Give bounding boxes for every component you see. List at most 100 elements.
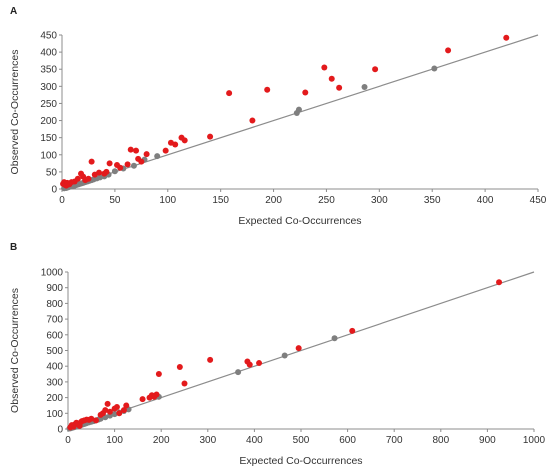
data-point [496,279,503,286]
data-point [503,34,510,41]
data-point [104,400,111,407]
y-tick-label: 400 [46,362,63,373]
data-point [372,66,379,73]
x-tick-label: 0 [65,435,71,446]
y-tick-label: 600 [46,330,63,341]
y-tick-label: 300 [46,377,63,388]
y-tick-label: 0 [51,185,57,196]
data-point [111,411,118,418]
panel-label: B [10,242,17,253]
reference-line [67,271,535,430]
x-tick-label: 400 [246,435,263,446]
data-point [123,402,130,409]
data-point [281,352,288,359]
data-point [331,335,338,342]
y-tick-label: 800 [46,299,63,310]
data-point [226,90,233,97]
y-tick-label: 700 [46,315,63,326]
data-point [96,169,103,176]
y-tick-label: 200 [46,393,63,404]
data-point [74,175,81,182]
chart-panel-b: B 0 100 200 300 400 500 600 700 800 900 1000 0 100 200… [9,242,546,467]
y-tick-label: 900 [46,283,63,294]
data-point [139,396,146,403]
y-axis-title: Observed Co-Occurrences [9,50,21,175]
data-point [153,391,160,398]
data-point [181,380,188,387]
y-tick-label: 0 [57,425,63,436]
y-tick-label: 1000 [41,268,64,279]
x-tick-label: 500 [293,435,310,446]
data-point [349,327,356,334]
data-point [302,89,309,96]
y-tick-label: 250 [40,99,57,110]
y-tick-label: 150 [40,133,57,144]
data-point [113,404,120,411]
data-point [106,160,113,167]
data-point [321,64,328,71]
x-tick-label: 0 [59,195,65,206]
data-point [246,361,253,368]
x-tick-label: 350 [424,195,441,206]
data-point [336,84,343,91]
data-point [172,141,179,148]
x-tick-label: 400 [477,195,494,206]
data-point [88,158,95,165]
y-axis-title: Observed Co-Occurrences [9,288,21,413]
x-tick-label: 200 [153,435,170,446]
data-point [361,84,368,91]
x-tick-label: 50 [109,195,121,206]
y-tick-label: 100 [46,409,63,420]
y-tick-label: 300 [40,82,57,93]
data-point [85,175,92,182]
data-point [138,158,145,165]
chart-panel-a: A 0 50 100 150 200 250 300 350 400 450 0 50 100 150 200… [9,6,547,227]
x-tick-label: 100 [159,195,176,206]
y-tick-label: 450 [40,31,57,42]
y-tick-label: 50 [46,167,58,178]
data-point [155,371,162,378]
data-point [111,168,118,175]
data-point [328,75,335,82]
data-point [207,133,214,140]
data-point [431,65,438,72]
data-point [106,408,113,415]
data-point [295,345,302,352]
x-tick-label: 700 [386,435,403,446]
data-point [124,161,131,168]
data-point [264,86,271,93]
data-point [162,147,169,154]
x-axis-title: Expected Co-Occurrences [239,455,362,467]
data-point [92,417,99,424]
data-point [249,117,256,124]
data-point [445,47,452,54]
data-point [133,147,140,154]
y-tick-label: 200 [40,116,57,127]
data-point [235,369,242,376]
x-tick-label: 1000 [523,435,546,446]
data-point [256,360,263,367]
x-tick-label: 800 [432,435,449,446]
data-point [120,407,127,414]
data-point [154,153,161,160]
data-point [117,164,124,171]
x-tick-label: 300 [371,195,388,206]
data-point [103,168,110,175]
data-point [207,356,214,363]
y-tick-label: 400 [40,48,57,59]
x-tick-label: 450 [530,195,547,206]
x-tick-label: 300 [199,435,216,446]
data-point [176,363,183,370]
data-point [130,162,137,169]
y-tick-label: 100 [40,150,57,161]
data-point [88,415,95,422]
x-tick-label: 100 [106,435,123,446]
x-tick-label: 900 [479,435,496,446]
x-tick-label: 200 [265,195,282,206]
data-point [143,151,150,158]
data-point [116,410,123,417]
x-tick-label: 150 [212,195,229,206]
x-tick-label: 250 [318,195,335,206]
data-point [295,106,302,113]
